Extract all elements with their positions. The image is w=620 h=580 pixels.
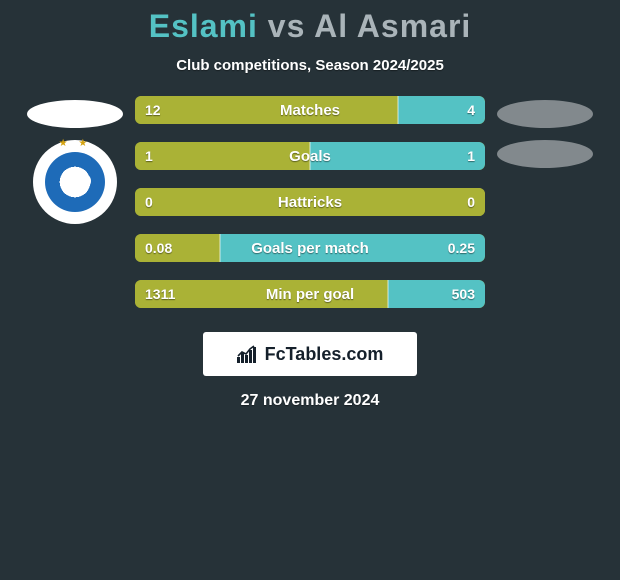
stat-right-value: 1 — [457, 142, 485, 170]
stat-right-value: 503 — [442, 280, 485, 308]
stat-left-value: 12 — [135, 96, 171, 124]
date-text: 27 november 2024 — [0, 392, 620, 410]
comparison-layout: ★ ★ 124Matches11Goals00Hattricks0.080.25… — [0, 96, 620, 308]
stat-row-goals: 11Goals — [135, 142, 485, 170]
bar-divider — [397, 96, 399, 124]
left-flag-ellipse — [27, 100, 123, 128]
stat-left-value: 1311 — [135, 280, 185, 308]
stat-right-value: 0.25 — [438, 234, 485, 262]
bar-divider — [387, 280, 389, 308]
left-club-badge: ★ ★ — [33, 140, 117, 224]
bar-divider — [219, 234, 221, 262]
right-flag-ellipse — [497, 100, 593, 128]
bar-left-segment — [135, 188, 485, 216]
bar-divider — [309, 142, 311, 170]
badge-rings-icon — [61, 173, 89, 191]
badge-stars: ★ ★ — [33, 138, 117, 149]
player1-name: Eslami — [149, 8, 258, 44]
right-column — [485, 96, 605, 168]
stat-row-min-per-goal: 1311503Min per goal — [135, 280, 485, 308]
branding-text: FcTables.com — [265, 344, 384, 365]
left-column: ★ ★ — [15, 96, 135, 224]
player2-name: Al Asmari — [314, 8, 471, 44]
right-club-ellipse — [497, 140, 593, 168]
stat-left-value: 0.08 — [135, 234, 182, 262]
stat-row-goals-per-match: 0.080.25Goals per match — [135, 234, 485, 262]
stat-right-value: 4 — [457, 96, 485, 124]
badge-inner — [45, 152, 105, 212]
bars-container: 124Matches11Goals00Hattricks0.080.25Goal… — [135, 96, 485, 308]
stat-row-matches: 124Matches — [135, 96, 485, 124]
stat-row-hattricks: 00Hattricks — [135, 188, 485, 216]
stat-left-value: 1 — [135, 142, 163, 170]
stat-right-value: 0 — [457, 188, 485, 216]
page-title: Eslami vs Al Asmari — [0, 0, 620, 45]
chart-icon — [237, 345, 259, 363]
stat-left-value: 0 — [135, 188, 163, 216]
subtitle: Club competitions, Season 2024/2025 — [0, 57, 620, 74]
branding-box: FcTables.com — [203, 332, 417, 376]
vs-text: vs — [268, 8, 306, 44]
bar-left-segment — [135, 96, 398, 124]
